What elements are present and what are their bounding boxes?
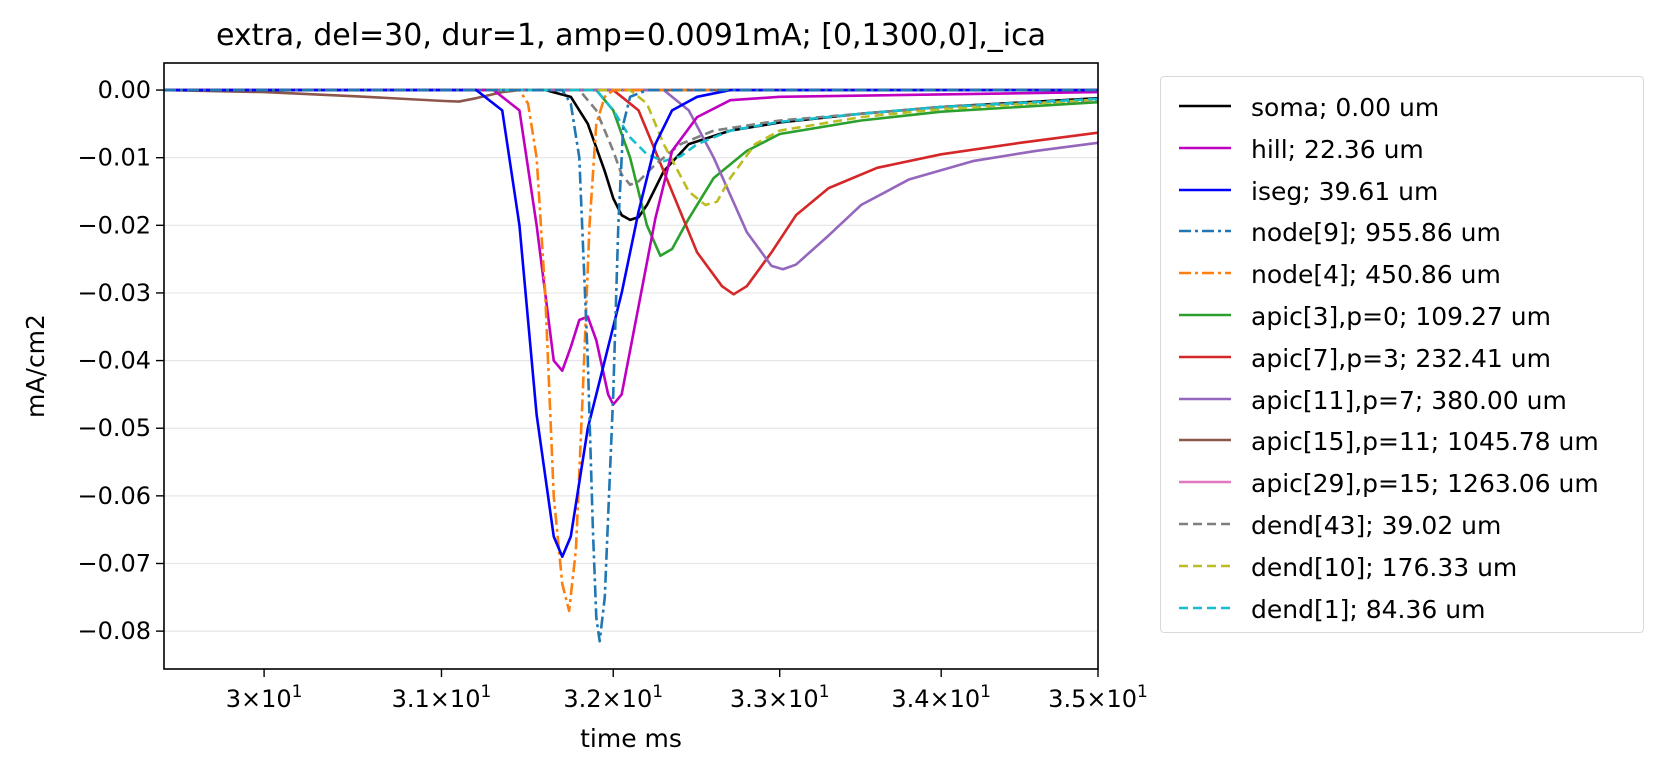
legend-swatch [1179,355,1231,359]
legend-item: apic[29],p=15; 1263.06 um [1161,465,1643,499]
legend-item: dend[1]; 84.36 um [1161,591,1643,625]
legend-item: apic[7],p=3; 232.41 um [1161,340,1643,374]
legend-label: iseg; 39.61 um [1251,176,1439,206]
legend-item: soma; 0.00 um [1161,89,1643,123]
legend-swatch [1179,522,1231,526]
legend-label: soma; 0.00 um [1251,93,1440,122]
y-tick-label: −0.06 [77,482,151,510]
legend-label: hill; 22.36 um [1251,134,1424,164]
x-axis-label: time ms [580,724,682,753]
y-tick-label: −0.02 [77,211,151,239]
y-tick-label: −0.07 [77,549,151,577]
y-tick-label: −0.05 [77,414,151,442]
series-line [164,88,1098,613]
legend-label: apic[3],p=0; 109.27 um [1251,302,1551,331]
legend-swatch [1179,146,1231,150]
legend-label: dend[1]; 84.36 um [1251,594,1486,624]
legend-swatch [1179,564,1231,568]
y-tick-label: 0.00 [98,76,151,104]
series-line [164,88,1098,163]
legend-swatch [1179,439,1231,442]
x-tick-label: 3.1×101 [392,682,492,713]
series-line [164,88,1098,296]
series-line [164,88,1098,258]
legend-swatch [1179,104,1231,108]
legend-item: apic[3],p=0; 109.27 um [1161,298,1643,332]
x-tick-label: 3.3×101 [730,682,830,713]
legend-swatch [1179,230,1231,233]
x-tick-label: 3×101 [226,682,303,713]
legend-label: dend[43]; 39.02 um [1251,511,1502,540]
legend-item: apic[11],p=7; 380.00 um [1161,382,1643,416]
legend-swatch [1179,313,1231,317]
legend-label: node[4]; 450.86 um [1251,260,1501,290]
legend-swatch [1179,480,1231,484]
x-tick-label: 3.4×101 [891,682,991,713]
legend-item: dend[43]; 39.02 um [1161,507,1643,541]
legend-label: node[9]; 955.86 um [1251,218,1501,248]
series-line [164,88,1098,207]
y-tick-label: −0.01 [77,144,151,172]
legend-swatch [1179,397,1231,400]
legend-label: apic[29],p=15; 1263.06 um [1251,469,1599,499]
y-tick-label: −0.03 [77,279,151,307]
legend-item: hill; 22.36 um [1161,131,1643,165]
legend-item: apic[15],p=11; 1045.78 um [1161,423,1643,457]
y-ticks: 0.00 −0.01 −0.02 −0.03 −0.04 −0.05 −0.06 −0.07 −… [77,76,164,645]
legend-item: dend[10]; 176.33 um [1161,549,1643,583]
chart-title: extra, del=30, dur=1, amp=0.0091mA; [0,1… [216,18,1046,53]
legend-label: apic[7],p=3; 232.41 um [1251,343,1551,373]
series-line [164,88,1098,643]
legend-label: dend[10]; 176.33 um [1251,552,1518,582]
plot-frame [163,62,1099,670]
legend-label: apic[11],p=7; 380.00 um [1251,385,1567,415]
legend: soma; 0.00 um hill; 22.36 um iseg; 39.61 u… [1160,76,1644,633]
series-line [164,88,1098,559]
legend-item: node[4]; 450.86 um [1161,256,1643,290]
series-line [164,88,1098,271]
series-layer [164,88,1098,643]
legend-swatch [1179,271,1231,275]
grid-lines [164,89,1098,632]
x-tick-label: 3.2×101 [563,682,663,713]
y-tick-label: −0.08 [77,617,151,645]
legend-item: iseg; 39.61 um [1161,173,1643,207]
y-tick-label: −0.04 [77,347,151,375]
y-axis-label: mA/cm2 [21,314,50,418]
legend-swatch [1179,606,1231,609]
x-ticks: 3×101 3.1×101 3.2×101 3.3×101 3.4×101 3.5×101 [226,669,1148,713]
legend-label: apic[15],p=11; 1045.78 um [1251,427,1599,457]
x-tick-label: 3.5×101 [1048,682,1148,713]
legend-item: node[9]; 955.86 um [1161,214,1643,248]
series-line [164,88,1098,187]
legend-swatch [1179,188,1231,191]
